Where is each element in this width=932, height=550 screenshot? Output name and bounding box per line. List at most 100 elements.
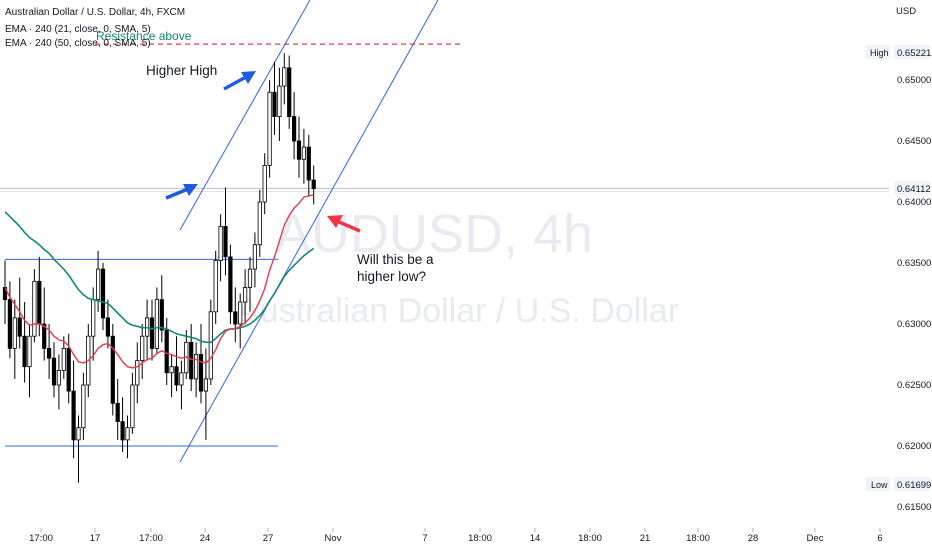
candle xyxy=(154,287,159,355)
candle xyxy=(213,250,218,324)
candle xyxy=(7,281,12,359)
arrow-higher-low xyxy=(327,215,361,233)
candle xyxy=(96,250,101,312)
candle xyxy=(81,372,86,440)
last-price-value: 0.64112 xyxy=(897,184,931,195)
candle xyxy=(115,378,120,440)
candle-body xyxy=(189,341,194,380)
price-tick-label: 0.62500 xyxy=(897,380,931,391)
candle-body xyxy=(115,402,120,422)
candle-body xyxy=(61,347,66,371)
candle-body xyxy=(193,354,199,380)
candle xyxy=(110,324,115,416)
candle-body xyxy=(42,323,47,349)
candle xyxy=(56,354,62,410)
time-tick-label: 6 xyxy=(877,533,882,544)
candle xyxy=(193,342,199,398)
candle-body xyxy=(252,244,257,270)
candle-body xyxy=(7,299,12,349)
candle-body xyxy=(267,91,272,166)
candle xyxy=(228,244,233,324)
candle-body xyxy=(130,384,135,429)
last-price-badge xyxy=(894,181,930,195)
candle xyxy=(174,336,179,392)
candle xyxy=(32,269,37,343)
price-tick-label: 0.63500 xyxy=(897,258,931,269)
candle-body xyxy=(51,357,57,386)
candle xyxy=(272,61,277,135)
candle xyxy=(301,128,307,184)
price-axis[interactable]: USD 0.65000 0.64500 0.64000 0.63500 0.63000 0… xyxy=(866,0,932,528)
candle xyxy=(311,165,316,205)
candle-body xyxy=(164,329,169,374)
time-axis[interactable]: 17:00 17 17:00 24 27 Nov 7 18:00 14 18:00 21 18:00 2… xyxy=(0,528,932,550)
channel-lower-line xyxy=(179,0,439,463)
candle xyxy=(247,256,253,312)
candle xyxy=(169,354,174,398)
candle-body xyxy=(12,317,17,349)
candle xyxy=(242,269,248,324)
candle-body xyxy=(105,317,110,337)
low-value-badge xyxy=(894,477,930,491)
candle xyxy=(218,214,223,282)
candle-body xyxy=(247,268,253,288)
candle-body xyxy=(208,311,213,380)
time-tick-label: 18:00 xyxy=(578,533,602,544)
candle xyxy=(296,116,302,178)
candle-body xyxy=(296,140,302,160)
annotation-resistance: Resistance above xyxy=(96,29,192,43)
candle-body xyxy=(218,225,223,261)
candle xyxy=(144,299,150,361)
price-tick-label: 0.65000 xyxy=(897,75,931,86)
low-label: Low xyxy=(871,480,888,490)
candle-body xyxy=(291,116,297,142)
candle xyxy=(184,330,189,379)
watermark-name: Australian Dollar / U.S. Dollar xyxy=(237,292,679,330)
high-value-badge xyxy=(894,45,930,59)
high-label: High xyxy=(870,48,889,58)
candle-body xyxy=(47,347,52,359)
price-tick-label: 0.64000 xyxy=(897,197,931,208)
candle xyxy=(105,299,110,349)
chart-legend: Australian Dollar / U.S. Dollar, 4h, FXC… xyxy=(5,7,185,49)
time-tick-label: 17 xyxy=(90,533,101,544)
candle-body xyxy=(257,201,262,246)
annotation-question-line2: higher low? xyxy=(357,269,426,284)
candle-body xyxy=(262,164,267,203)
time-tick-label: 21 xyxy=(640,533,651,544)
candle-body xyxy=(311,179,316,189)
candle xyxy=(135,342,140,404)
candle xyxy=(120,397,125,453)
candle-body xyxy=(140,335,145,362)
candle-body xyxy=(32,280,37,337)
price-tick-label: 0.64500 xyxy=(897,136,931,147)
candle xyxy=(252,232,257,288)
candle-body xyxy=(125,427,130,441)
candle-body xyxy=(110,335,115,404)
candle-body xyxy=(96,268,101,301)
candle-body xyxy=(135,360,140,386)
candle-body xyxy=(223,225,228,258)
indicator-ema-21[interactable]: EMA · 240 (21, close, 0, SMA, 5) xyxy=(5,24,151,35)
time-tick-label: 17:00 xyxy=(29,533,53,544)
candle-body xyxy=(66,347,71,392)
time-tick-label: 28 xyxy=(748,533,759,544)
candle-body xyxy=(100,268,106,319)
candle-body xyxy=(179,372,184,386)
candle xyxy=(47,324,52,379)
candle-body xyxy=(174,366,179,386)
time-tick-label: Nov xyxy=(325,533,342,544)
candle xyxy=(291,92,297,160)
high-value: 0.65221 xyxy=(897,48,931,59)
candle xyxy=(76,415,81,483)
candle-body xyxy=(203,378,208,392)
candle xyxy=(267,80,272,178)
price-axis-currency: USD xyxy=(896,6,916,17)
time-tick-label: Dec xyxy=(807,533,824,544)
arrow-higher-high xyxy=(223,71,256,91)
candle-body xyxy=(198,354,204,392)
indicator-ema-50[interactable]: EMA · 240 (50, close, 0, SMA, 5) xyxy=(5,38,151,49)
candle-body xyxy=(238,301,243,325)
channel-upper-line xyxy=(179,0,311,231)
